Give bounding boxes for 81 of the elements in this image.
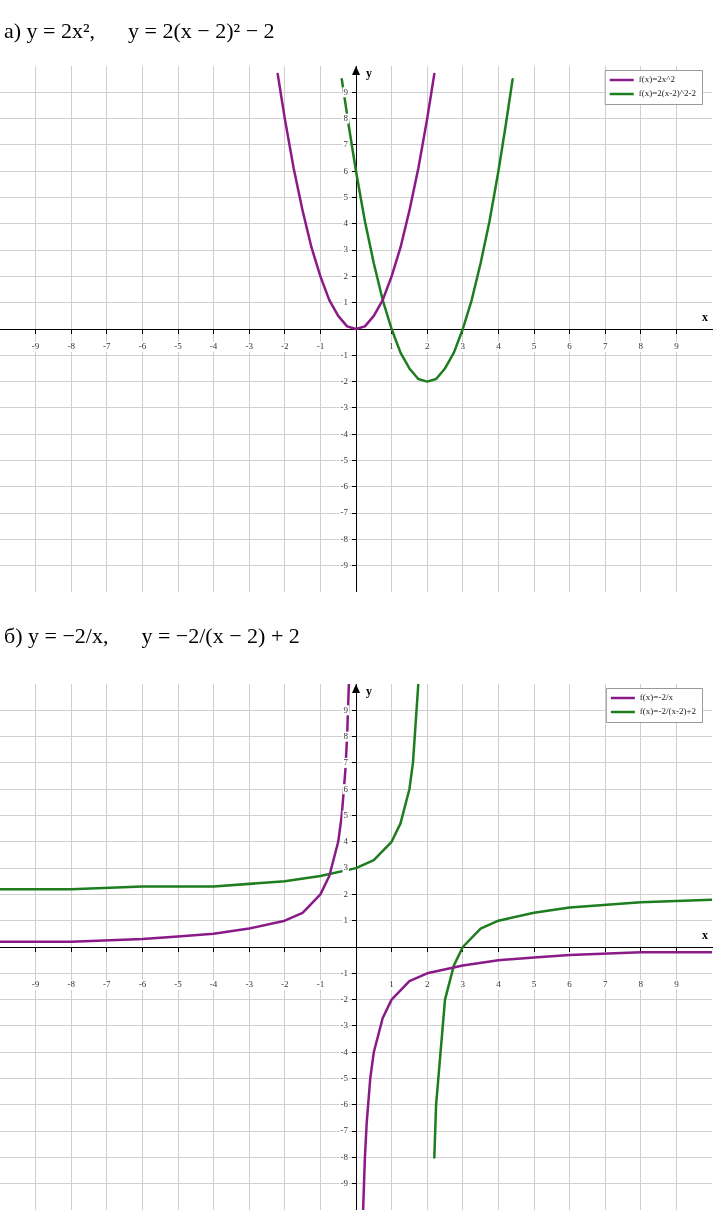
y-tick-label: 6 (343, 165, 349, 176)
y-tick-label: -3 (340, 1020, 349, 1031)
y-tick-label: 2 (343, 270, 348, 281)
y-tick-label: 9 (343, 704, 349, 715)
y-tick-label: -3 (340, 402, 349, 413)
x-tick-label: 8 (638, 979, 644, 990)
chart-title: а) y = 2x², y = 2(x − 2)² − 2 (3, 17, 276, 45)
x-axis-title: x (702, 928, 708, 943)
y-tick-label: 1 (343, 297, 348, 308)
x-tick-label: 3 (460, 979, 466, 990)
x-tick-label: -9 (31, 341, 40, 352)
x-tick-label: 4 (496, 341, 502, 352)
y-tick-label: -4 (340, 428, 349, 439)
x-tick-label: 2 (424, 979, 430, 990)
y-tick-label: -5 (340, 454, 349, 465)
y-tick-label: -2 (340, 993, 348, 1004)
x-tick-label: 5 (531, 979, 537, 990)
y-tick-label: -2 (340, 375, 348, 386)
y-axis-title: y (366, 66, 372, 81)
legend-label: f(x)=-2/x (639, 692, 674, 703)
y-tick-label: 5 (343, 191, 349, 202)
chart-title: б) y = −2/x, y = −2/(x − 2) + 2 (3, 622, 301, 650)
x-tick-label: -6 (138, 979, 147, 990)
x-tick-label: 7 (602, 979, 608, 990)
x-tick-label: -1 (316, 979, 325, 990)
legend-label: f(x)=-2/(x-2)+2 (639, 706, 697, 717)
x-tick-label: -5 (174, 341, 183, 352)
y-tick-label: 2 (343, 888, 348, 899)
y-tick-label: 7 (343, 757, 349, 768)
x-tick-label: -2 (281, 979, 289, 990)
x-tick-label: 6 (567, 979, 573, 990)
y-tick-label: -7 (340, 1125, 349, 1136)
x-tick-label: -6 (138, 341, 147, 352)
x-tick-label: -7 (103, 341, 112, 352)
x-tick-label: -4 (209, 979, 218, 990)
legend-label: f(x)=2x^2 (638, 74, 676, 85)
y-tick-label: -5 (340, 1072, 349, 1083)
x-tick-label: 7 (602, 341, 608, 352)
y-tick-label: 8 (343, 112, 349, 123)
x-tick-label: 1 (389, 341, 394, 352)
x-tick-label: 3 (460, 341, 466, 352)
x-tick-label: 4 (496, 979, 502, 990)
y-tick-label: -4 (340, 1046, 349, 1057)
x-tick-label: -8 (67, 341, 76, 352)
y-tick-label: -6 (340, 481, 349, 492)
x-tick-label: -5 (174, 979, 183, 990)
y-tick-label: -9 (340, 1178, 349, 1189)
y-tick-label: 3 (343, 862, 349, 873)
y-tick-label: 9 (343, 86, 349, 97)
y-tick-label: -8 (340, 533, 349, 544)
x-tick-label: -7 (103, 979, 112, 990)
x-tick-label: -9 (31, 979, 40, 990)
y-tick-label: 6 (343, 783, 349, 794)
y-tick-label: 7 (343, 139, 349, 150)
y-tick-label: -7 (340, 507, 349, 518)
y-tick-label: -6 (340, 1099, 349, 1110)
x-tick-label: 1 (389, 979, 394, 990)
x-tick-label: 2 (424, 341, 430, 352)
y-axis-title: y (366, 684, 372, 699)
x-tick-label: 9 (674, 979, 680, 990)
x-tick-label: -1 (316, 341, 325, 352)
y-tick-label: 3 (343, 244, 349, 255)
legend-label: f(x)=2(x-2)^2-2 (638, 88, 696, 99)
y-tick-label: -1 (340, 967, 348, 978)
y-tick-label: 4 (343, 218, 349, 229)
x-tick-label: 8 (638, 341, 644, 352)
y-tick-label: -1 (340, 349, 348, 360)
x-tick-label: 9 (674, 341, 680, 352)
x-axis-title: x (702, 310, 708, 325)
x-tick-label: -8 (67, 979, 76, 990)
x-tick-label: -3 (245, 979, 254, 990)
y-tick-label: 4 (343, 836, 349, 847)
y-tick-label: 5 (343, 809, 349, 820)
x-tick-label: -4 (209, 341, 218, 352)
x-tick-label: 6 (567, 341, 573, 352)
y-tick-label: 1 (343, 915, 348, 926)
x-tick-label: -3 (245, 341, 254, 352)
y-tick-label: -8 (340, 1151, 349, 1162)
x-tick-label: -2 (281, 341, 289, 352)
x-tick-label: 5 (531, 341, 537, 352)
y-tick-label: -9 (340, 560, 349, 571)
